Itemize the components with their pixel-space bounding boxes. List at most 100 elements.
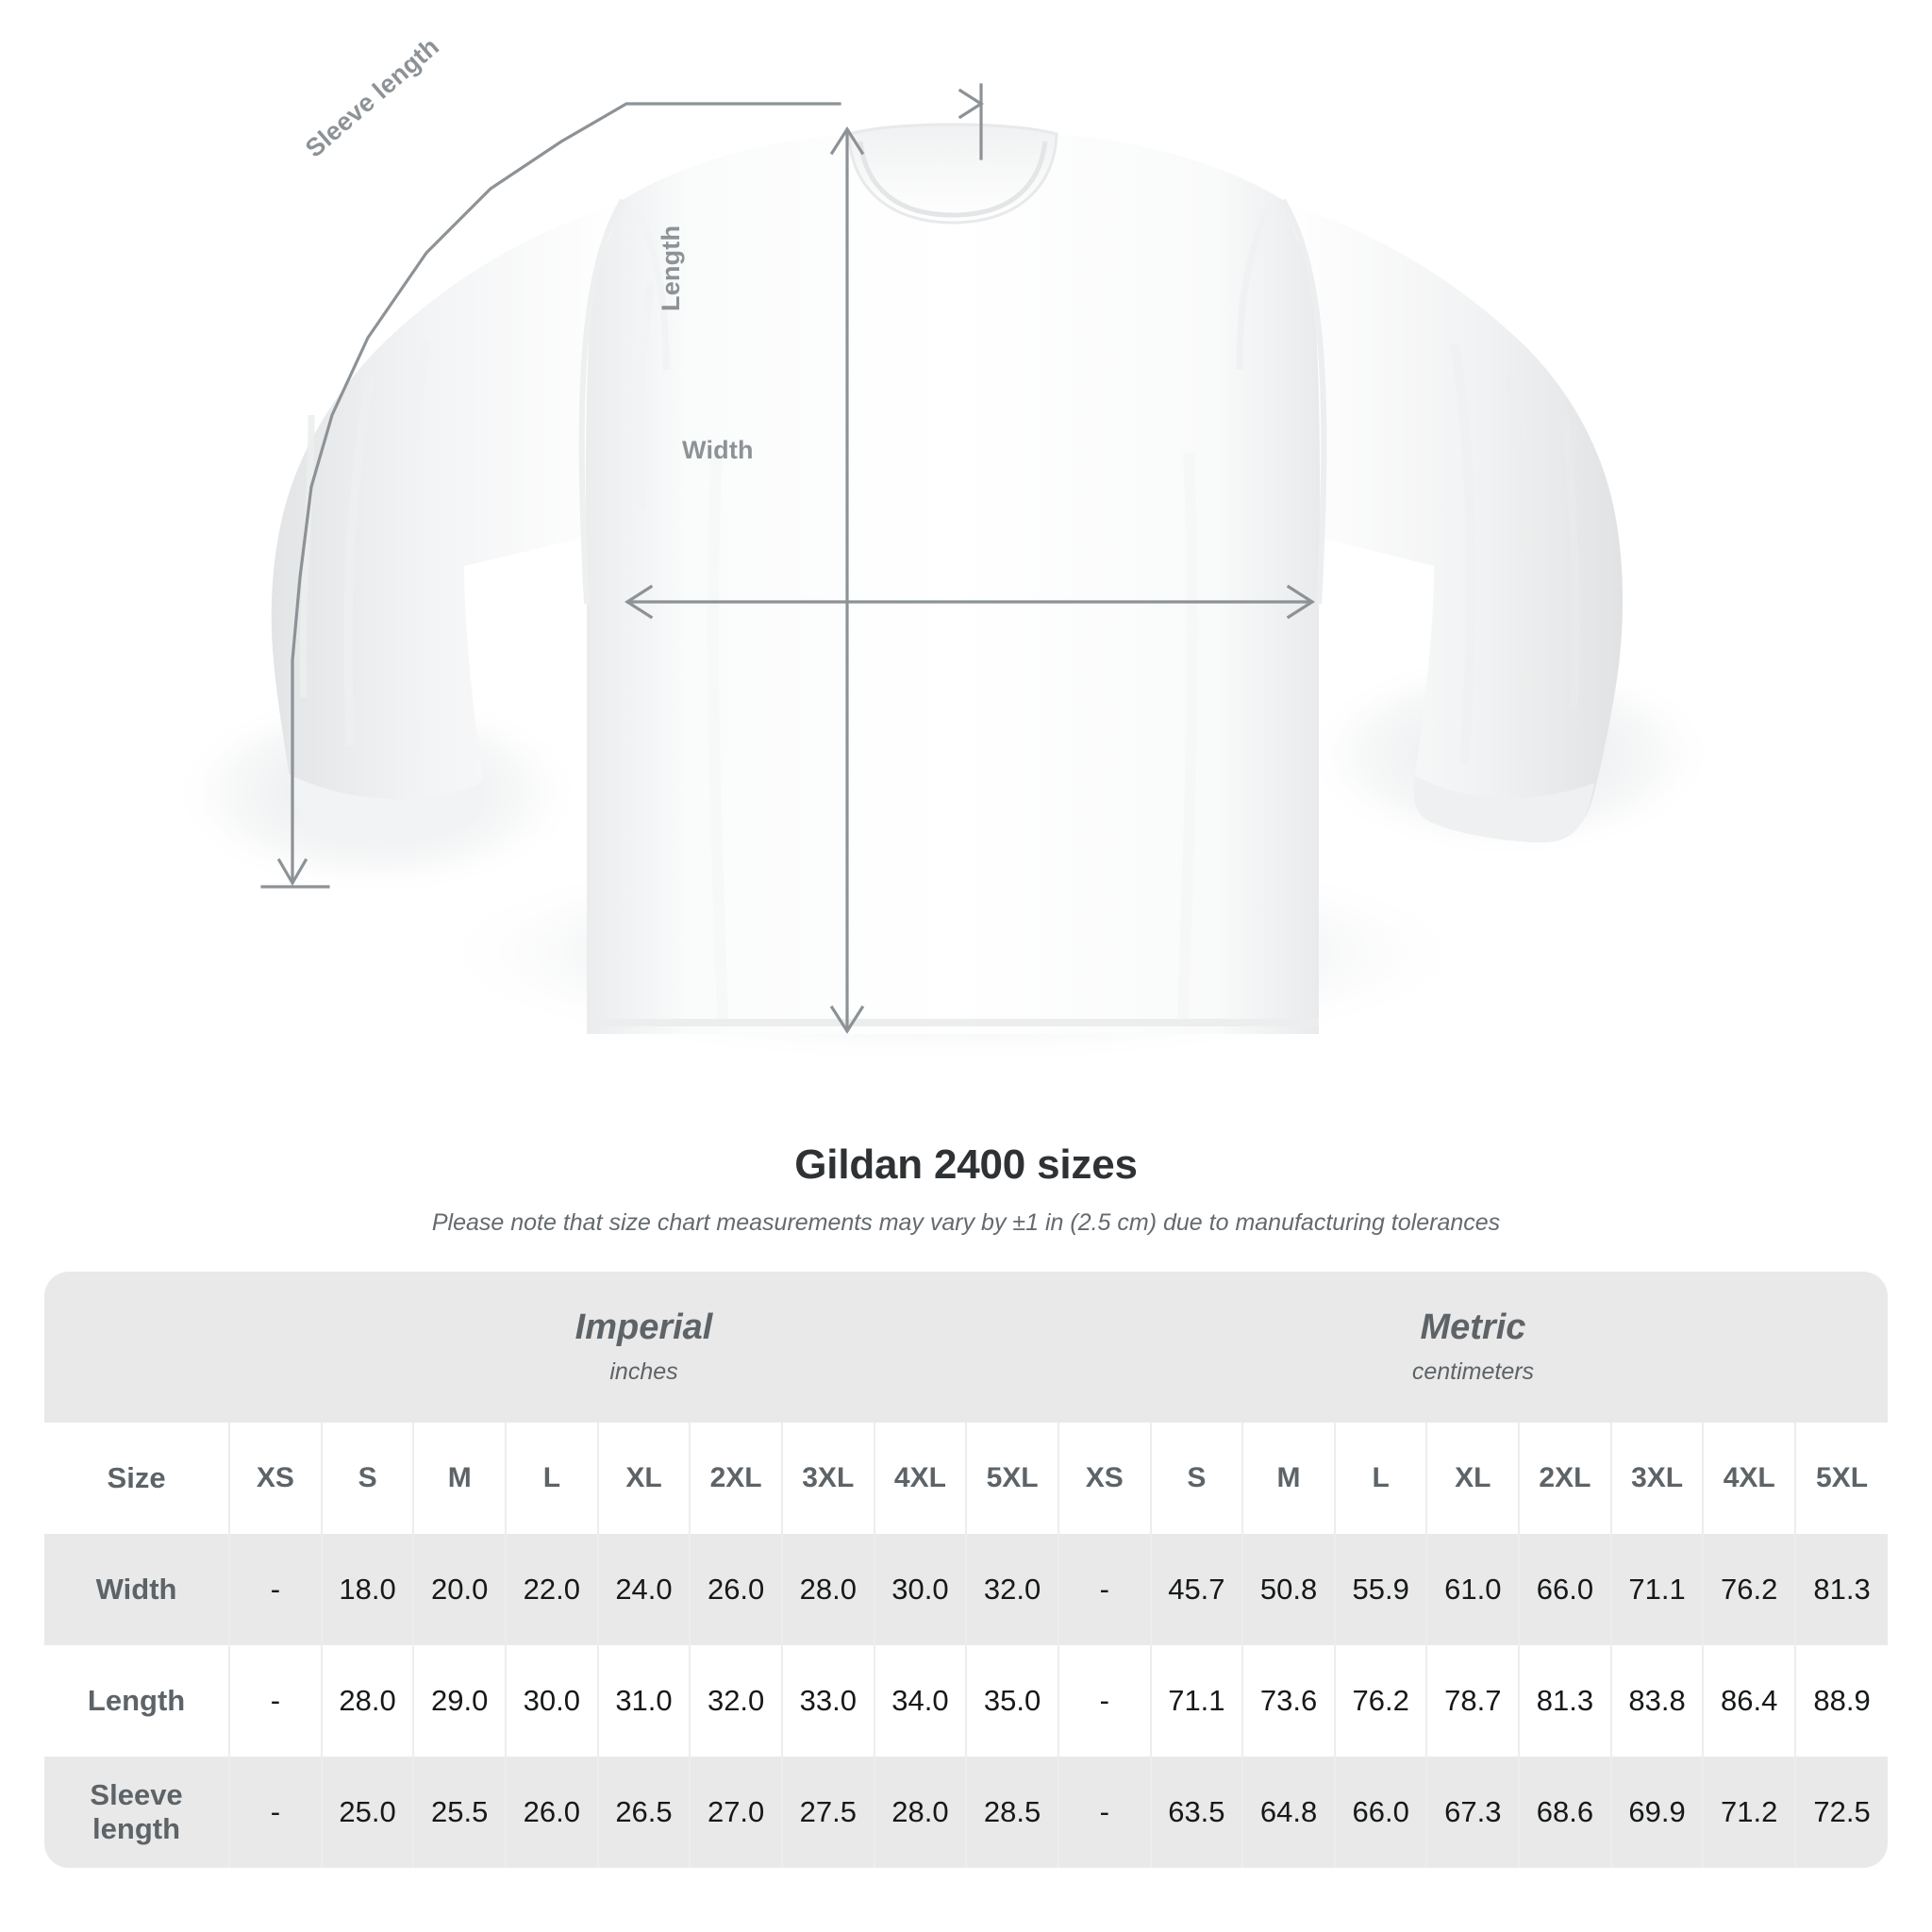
size-header-imperial-l: L bbox=[505, 1423, 598, 1534]
cell-length-metric-2xl: 81.3 bbox=[1518, 1645, 1611, 1757]
cell-length-imperial-m: 29.0 bbox=[412, 1645, 507, 1757]
length-dimension-label: Length bbox=[657, 225, 685, 311]
size-header-metric-3xl: 3XL bbox=[1609, 1423, 1704, 1534]
cell-sleeve-metric-m: 64.8 bbox=[1241, 1757, 1335, 1868]
cell-width-metric-m: 50.8 bbox=[1241, 1534, 1335, 1645]
size-header-metric-5xl: 5XL bbox=[1794, 1423, 1888, 1534]
cell-length-metric-m: 73.6 bbox=[1241, 1645, 1335, 1757]
measurement-lines bbox=[260, 83, 1313, 1032]
cell-width-imperial-4xl: 30.0 bbox=[873, 1534, 967, 1645]
width-dimension-label: Width bbox=[682, 436, 754, 464]
cell-length-imperial-5xl: 35.0 bbox=[965, 1645, 1058, 1757]
table-row: Width - 18.0 20.0 22.0 24.0 26.0 28.0 30… bbox=[44, 1534, 1888, 1645]
tolerance-note: Please note that size chart measurements… bbox=[431, 1209, 1501, 1236]
cell-sleeve-metric-5xl: 72.5 bbox=[1794, 1757, 1888, 1868]
cell-width-metric-l: 55.9 bbox=[1333, 1534, 1427, 1645]
size-header-imperial-2xl: 2XL bbox=[689, 1423, 782, 1534]
unit-name-imperial: Imperial bbox=[575, 1307, 713, 1347]
cell-sleeve-imperial-s: 25.0 bbox=[320, 1757, 414, 1868]
size-table-wrapper: Imperial inches Metric centimeters Size … bbox=[44, 1272, 1888, 1868]
cell-width-metric-s: 45.7 bbox=[1149, 1534, 1243, 1645]
cell-width-metric-2xl: 66.0 bbox=[1518, 1534, 1611, 1645]
cell-sleeve-imperial-l: 26.0 bbox=[505, 1757, 598, 1868]
page-title: Gildan 2400 sizes bbox=[794, 1141, 1138, 1188]
size-chart-table: Imperial inches Metric centimeters Size … bbox=[44, 1272, 1888, 1868]
row-label-length: Length bbox=[44, 1645, 230, 1757]
cell-sleeve-metric-2xl: 68.6 bbox=[1518, 1757, 1611, 1868]
row-label-sleeve-length: Sleeve length bbox=[44, 1757, 230, 1868]
cell-width-imperial-s: 18.0 bbox=[320, 1534, 414, 1645]
cell-length-imperial-4xl: 34.0 bbox=[873, 1645, 967, 1757]
cell-width-imperial-m: 20.0 bbox=[412, 1534, 507, 1645]
unit-header-metric: Metric centimeters bbox=[1058, 1272, 1888, 1423]
cell-length-metric-s: 71.1 bbox=[1149, 1645, 1243, 1757]
cell-length-imperial-3xl: 33.0 bbox=[780, 1645, 874, 1757]
cell-width-metric-xl: 61.0 bbox=[1425, 1534, 1520, 1645]
cell-length-imperial-s: 28.0 bbox=[320, 1645, 414, 1757]
size-header-imperial-m: M bbox=[412, 1423, 507, 1534]
table-row: Length - 28.0 29.0 30.0 31.0 32.0 33.0 3… bbox=[44, 1645, 1888, 1757]
table-row: Sleeve length - 25.0 25.5 26.0 26.5 27.0… bbox=[44, 1757, 1888, 1868]
size-header-metric-s: S bbox=[1149, 1423, 1243, 1534]
size-header-metric-m: M bbox=[1241, 1423, 1335, 1534]
cell-sleeve-imperial-2xl: 27.0 bbox=[689, 1757, 782, 1868]
cell-width-imperial-3xl: 28.0 bbox=[780, 1534, 874, 1645]
garment-diagram: Sleeve length Length Width bbox=[170, 32, 1717, 1066]
size-header-label: Size bbox=[44, 1423, 230, 1534]
cell-width-metric-5xl: 81.3 bbox=[1794, 1534, 1888, 1645]
size-header-metric-4xl: 4XL bbox=[1702, 1423, 1796, 1534]
unit-name-metric: Metric bbox=[1420, 1307, 1526, 1347]
cell-length-imperial-2xl: 32.0 bbox=[689, 1645, 782, 1757]
cell-width-imperial-xl: 24.0 bbox=[596, 1534, 691, 1645]
cell-sleeve-metric-l: 66.0 bbox=[1333, 1757, 1427, 1868]
cell-width-imperial-l: 22.0 bbox=[505, 1534, 598, 1645]
cell-length-metric-3xl: 83.8 bbox=[1609, 1645, 1704, 1757]
cell-width-imperial-5xl: 32.0 bbox=[965, 1534, 1058, 1645]
cell-sleeve-imperial-xs: - bbox=[228, 1757, 322, 1868]
unit-header-row: Imperial inches Metric centimeters bbox=[44, 1272, 1888, 1423]
cell-length-metric-5xl: 88.9 bbox=[1794, 1645, 1888, 1757]
size-header-row: Size XS S M L XL 2XL 3XL 4XL 5XL XS S M … bbox=[44, 1423, 1888, 1534]
unit-header-spacer bbox=[44, 1272, 230, 1423]
cell-length-metric-l: 76.2 bbox=[1333, 1645, 1427, 1757]
size-header-imperial-xs: XS bbox=[228, 1423, 322, 1534]
unit-sub-imperial: inches bbox=[609, 1358, 678, 1386]
chart-heading: Gildan 2400 sizes Please note that size … bbox=[0, 1141, 1932, 1237]
cell-sleeve-metric-s: 63.5 bbox=[1149, 1757, 1243, 1868]
size-header-imperial-4xl: 4XL bbox=[873, 1423, 967, 1534]
cell-length-metric-xl: 78.7 bbox=[1425, 1645, 1520, 1757]
cell-sleeve-metric-4xl: 71.2 bbox=[1702, 1757, 1796, 1868]
cell-length-metric-4xl: 86.4 bbox=[1702, 1645, 1796, 1757]
cell-sleeve-imperial-4xl: 28.0 bbox=[873, 1757, 967, 1868]
size-header-metric-xl: XL bbox=[1425, 1423, 1520, 1534]
cell-width-metric-3xl: 71.1 bbox=[1609, 1534, 1704, 1645]
size-header-imperial-xl: XL bbox=[596, 1423, 691, 1534]
cell-width-metric-4xl: 76.2 bbox=[1702, 1534, 1796, 1645]
size-header-imperial-5xl: 5XL bbox=[965, 1423, 1058, 1534]
cell-length-imperial-xs: - bbox=[228, 1645, 322, 1757]
cell-length-imperial-l: 30.0 bbox=[505, 1645, 598, 1757]
garment-illustration bbox=[170, 83, 1717, 1066]
cell-sleeve-metric-xl: 67.3 bbox=[1425, 1757, 1520, 1868]
cell-sleeve-imperial-5xl: 28.5 bbox=[965, 1757, 1058, 1868]
unit-header-imperial: Imperial inches bbox=[229, 1272, 1058, 1423]
cell-length-imperial-xl: 31.0 bbox=[596, 1645, 691, 1757]
size-header-imperial-3xl: 3XL bbox=[780, 1423, 874, 1534]
size-header-metric-2xl: 2XL bbox=[1518, 1423, 1611, 1534]
cell-width-metric-xs: - bbox=[1057, 1534, 1151, 1645]
size-header-imperial-s: S bbox=[320, 1423, 414, 1534]
cell-sleeve-metric-xs: - bbox=[1057, 1757, 1151, 1868]
size-header-metric-l: L bbox=[1333, 1423, 1427, 1534]
row-label-width: Width bbox=[44, 1534, 230, 1645]
cell-width-imperial-xs: - bbox=[228, 1534, 322, 1645]
cell-sleeve-imperial-3xl: 27.5 bbox=[780, 1757, 874, 1868]
cell-sleeve-imperial-xl: 26.5 bbox=[596, 1757, 691, 1868]
cell-sleeve-metric-3xl: 69.9 bbox=[1609, 1757, 1704, 1868]
cell-sleeve-imperial-m: 25.5 bbox=[412, 1757, 507, 1868]
size-header-metric-xs: XS bbox=[1057, 1423, 1151, 1534]
cell-length-metric-xs: - bbox=[1057, 1645, 1151, 1757]
arrow-heads bbox=[276, 88, 1315, 1034]
unit-sub-metric: centimeters bbox=[1411, 1358, 1535, 1386]
cell-width-imperial-2xl: 26.0 bbox=[689, 1534, 782, 1645]
